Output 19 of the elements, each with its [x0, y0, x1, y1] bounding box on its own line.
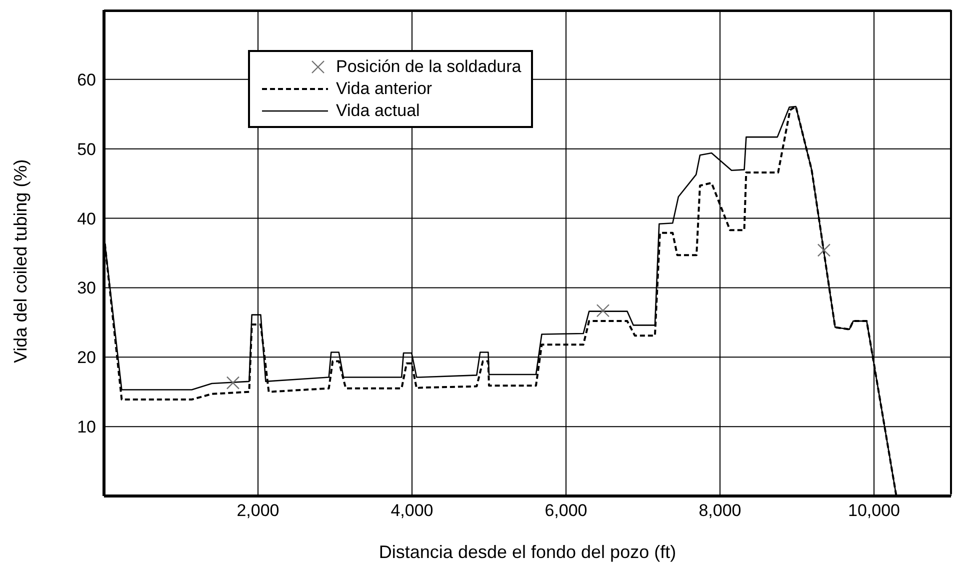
y-tick-label: 60 [77, 70, 96, 90]
y-axis-title: Vida del coiled tubing (%) [10, 159, 30, 363]
point [817, 244, 831, 257]
y-tick-label: 40 [77, 209, 96, 228]
y-tick-label: 30 [77, 278, 96, 298]
point [596, 304, 610, 318]
legend-label: Posición de la soldadura [336, 57, 522, 77]
legend-label: Vida anterior [336, 79, 432, 99]
x-axis-title: Distancia desde el fondo del pozo (ft) [378, 542, 676, 562]
y-tick-label: 50 [77, 140, 96, 159]
y-tick-label: 20 [77, 348, 96, 368]
x-tick-label: 10,000 [848, 501, 900, 520]
x-tick-label: 2,000 [236, 501, 280, 520]
legend-label: Vida actual [336, 101, 420, 121]
point [226, 376, 240, 390]
x-tick-label: 4,000 [390, 501, 434, 520]
x-tick-label: 8,000 [698, 501, 742, 520]
y-tick-label: 10 [77, 418, 96, 437]
x-tick-label: 6,000 [544, 501, 588, 520]
